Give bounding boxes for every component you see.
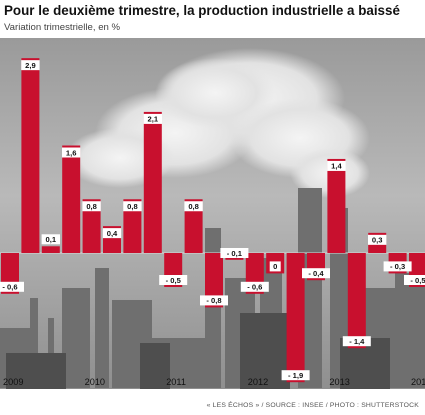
data-label-13: - 0,6 [240,281,269,292]
svg-text:- 1,9: - 1,9 [288,371,303,380]
data-label-18: - 1,4 [342,336,371,347]
data-label-20: - 0,3 [383,261,412,272]
svg-text:- 0,6: - 0,6 [247,283,262,292]
data-label-14: 0 [269,261,281,272]
svg-text:0,4: 0,4 [107,229,118,238]
svg-text:- 0,4: - 0,4 [308,269,324,278]
svg-text:0,3: 0,3 [372,236,383,245]
bar-chart: - 0,6 2,9 0,1 1,6 0,8 0,4 0,8 2,1 - 0,5 0,8 - 0,8 -… [0,38,425,389]
data-label-4: 1,6 [62,147,81,158]
svg-text:- 0,5: - 0,5 [410,276,425,285]
svg-text:0,8: 0,8 [188,202,199,211]
data-label-12: - 0,1 [220,248,249,258]
data-label-8: 2,1 [143,113,162,124]
factory-photo-background [0,38,425,389]
year-axis-labels: 2009 2010 2011 2012 2013 2014 [3,377,425,387]
bar-10 [184,199,203,253]
bar-3 [41,246,60,253]
chart-title: Pour le deuxième trimestre, la productio… [4,3,400,18]
svg-text:2,1: 2,1 [148,115,159,124]
data-label-9: - 0,5 [159,275,188,285]
year-label-2014: 2014 [411,377,425,387]
year-label-2010: 2010 [85,377,105,387]
year-label-2012: 2012 [248,377,268,387]
data-label-2: 2,9 [21,60,40,71]
svg-text:- 0,6: - 0,6 [2,283,17,292]
chart-subtitle: Variation trimestrielle, en % [4,22,121,33]
bar-15 [286,253,305,383]
svg-text:1,6: 1,6 [66,148,77,157]
source-credit: « LES ÉCHOS » / SOURCE : INSEE / PHOTO :… [206,402,419,409]
data-label-3: 0,1 [41,234,60,245]
svg-text:2,9: 2,9 [25,61,36,70]
data-label-15: - 1,9 [281,370,310,381]
year-label-2009: 2009 [3,377,23,387]
bar-18 [347,253,366,349]
data-label-17: 1,4 [327,160,346,171]
bar-4 [62,145,81,253]
year-label-2013: 2013 [329,377,349,387]
svg-text:- 0,5: - 0,5 [166,276,182,285]
data-label-1: - 0,6 [0,281,24,292]
svg-text:- 0,3: - 0,3 [390,262,405,271]
svg-text:- 0,8: - 0,8 [206,296,221,305]
bar-2 [21,58,40,253]
bar-5 [82,199,101,253]
svg-text:- 0,1: - 0,1 [227,249,243,258]
year-label-2011: 2011 [166,377,186,387]
svg-text:0,8: 0,8 [86,202,97,211]
bar-7 [123,199,142,253]
svg-text:1,4: 1,4 [331,162,342,171]
data-label-19: 0,3 [368,234,387,245]
svg-text:0,1: 0,1 [46,235,57,244]
bar-8 [143,111,162,253]
bar-17 [327,158,346,253]
data-label-10: 0,8 [184,201,203,212]
data-label-7: 0,8 [123,201,142,212]
data-label-5: 0,8 [82,201,101,212]
data-label-16: - 0,4 [302,268,330,279]
svg-text:0: 0 [273,262,277,271]
chart-area: - 0,6 2,9 0,1 1,6 0,8 0,4 0,8 2,1 - 0,5 0,8 - 0,8 -… [0,38,425,389]
svg-text:- 1,4: - 1,4 [349,337,365,346]
data-label-11: - 0,8 [200,295,228,306]
svg-text:0,8: 0,8 [127,202,138,211]
data-label-6: 0,4 [102,228,122,239]
data-label-21: - 0,5 [404,275,425,285]
bar-11 [205,253,223,308]
labels-layer: - 0,6 2,9 0,1 1,6 0,8 0,4 0,8 2,1 - 0,5 0,8 - 0,8 -… [0,60,425,381]
